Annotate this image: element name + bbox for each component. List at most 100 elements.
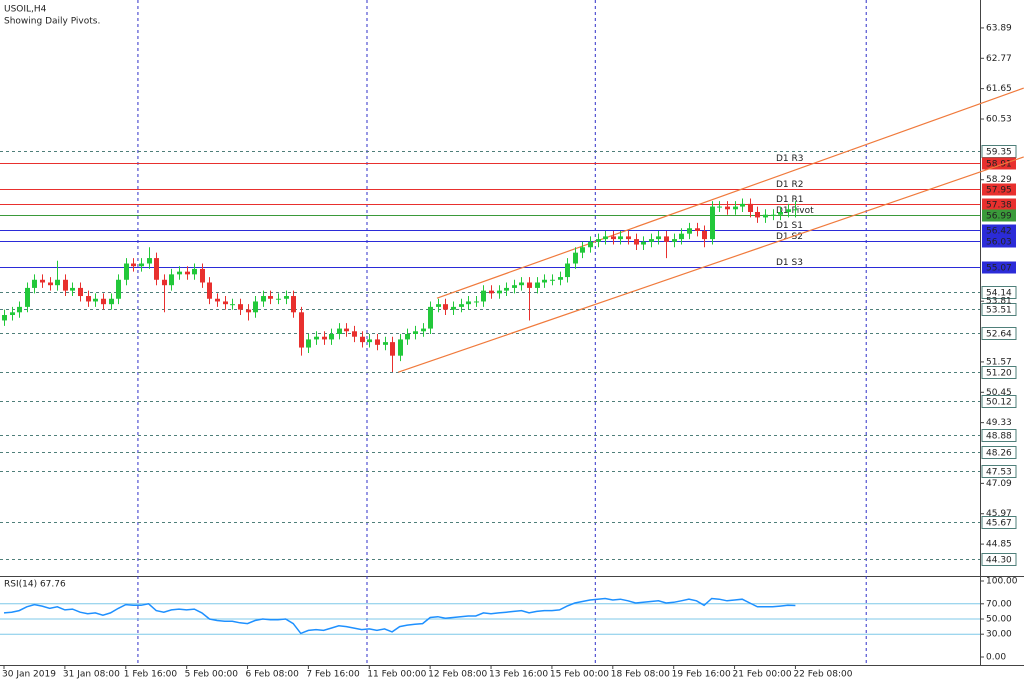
candle-body (497, 290, 502, 294)
y-tick-label: 50.45 (986, 388, 1012, 398)
candle-body (740, 203, 745, 207)
candle-body (116, 279, 121, 299)
candle-body (352, 331, 357, 337)
x-tick-label: 21 Feb 00:00 (733, 670, 792, 680)
candle-body (413, 331, 418, 334)
chart-title: USOIL,H4 (4, 5, 47, 15)
level-label-box (981, 516, 1017, 529)
candle-body (641, 241, 646, 245)
candle-body (474, 301, 479, 303)
pivot-label-box (982, 157, 1016, 170)
pivot-label-box (982, 198, 1016, 211)
candle-body (32, 279, 37, 288)
candle-body (519, 282, 524, 286)
y-tick-label: 61.65 (986, 84, 1012, 94)
candle-body (10, 312, 15, 316)
pivot-label-box (982, 183, 1016, 196)
candle-body (2, 315, 7, 321)
candle-body (664, 236, 669, 242)
candle-body (527, 282, 532, 288)
y-tick-label: 58.29 (986, 175, 1012, 185)
candle-body (306, 339, 311, 348)
level-label: 50.12 (986, 398, 1012, 408)
rsi-title: RSI(14) 67.76 (4, 580, 66, 590)
y-tick-label: 60.53 (986, 115, 1012, 125)
candle-body (230, 304, 235, 306)
y-tick-label: 47.09 (986, 479, 1012, 489)
x-tick-label: 1 Feb 16:00 (124, 670, 178, 680)
candle-body (55, 279, 60, 286)
candle-body (603, 236, 608, 240)
rsi-y-tick-label: 50.00 (986, 615, 1012, 625)
level-label: 44.30 (986, 556, 1012, 566)
candle-body (147, 258, 152, 264)
candle-body (755, 211, 760, 218)
candle-body (550, 279, 555, 281)
pivot-name: D1 S1 (776, 221, 803, 231)
candle-body (207, 282, 212, 299)
candle-body (573, 252, 578, 264)
level-label-box (981, 553, 1017, 566)
candle-body (78, 287, 83, 297)
pivot-label-box (982, 235, 1016, 248)
candle-body (200, 268, 205, 283)
candle-body (725, 206, 730, 210)
level-label-box (981, 465, 1017, 478)
candle-body (748, 203, 753, 212)
pivot-label: 56.42 (986, 227, 1012, 237)
candle-body (17, 306, 22, 313)
candle-body (512, 285, 517, 288)
candle-body (253, 301, 258, 313)
y-tick-label: 62.77 (986, 54, 1012, 64)
rsi-y-tick-label: 30.00 (986, 630, 1012, 640)
candle-body (778, 211, 783, 215)
x-tick-label: 15 Feb 00:00 (550, 670, 609, 680)
candle-body (679, 233, 684, 240)
candle-body (177, 271, 182, 275)
candle-body (390, 342, 395, 356)
level-label: 52.64 (986, 330, 1012, 340)
level-label-box (981, 429, 1017, 442)
candle-body (421, 328, 426, 332)
candle-body (634, 239, 639, 245)
candle-body (451, 306, 456, 310)
candle-body (223, 301, 228, 305)
candle-body (611, 236, 616, 240)
pivot-label-box (982, 209, 1016, 222)
candle-body (268, 296, 273, 299)
x-tick-label: 5 Feb 00:00 (185, 670, 239, 680)
candle-body (101, 298, 106, 305)
candle-body (109, 298, 114, 305)
candle-body (687, 228, 692, 234)
candle-body (771, 214, 776, 216)
candle-body (162, 279, 167, 286)
level-label-box (981, 446, 1017, 459)
x-tick-label: 11 Feb 00:00 (367, 670, 426, 680)
level-label-box (981, 395, 1017, 408)
x-tick-label: 7 Feb 16:00 (306, 670, 360, 680)
pivot-label-box (982, 224, 1016, 237)
candle-body (131, 263, 136, 267)
pivot-name: D1 R3 (776, 154, 804, 164)
candle-body (261, 296, 266, 302)
level-label: 48.88 (986, 432, 1012, 442)
y-tick-label: 63.89 (986, 23, 1012, 33)
candle-body (656, 236, 661, 240)
candle-body (169, 274, 174, 286)
candle-body (276, 298, 281, 300)
candle-body (284, 296, 289, 299)
pivot-label: 57.38 (986, 201, 1012, 211)
pivot-label: 58.91 (986, 160, 1012, 170)
candle-body (314, 336, 319, 340)
candle-body (329, 333, 334, 340)
candle-body (481, 290, 486, 302)
x-tick-label: 13 Feb 16:00 (489, 670, 548, 680)
candle-body (596, 239, 601, 242)
candle-body (86, 296, 91, 302)
level-label: 47.53 (986, 468, 1012, 478)
candle-body (786, 209, 791, 212)
y-tick-label: 45.97 (986, 509, 1012, 519)
candle-body (40, 279, 45, 283)
